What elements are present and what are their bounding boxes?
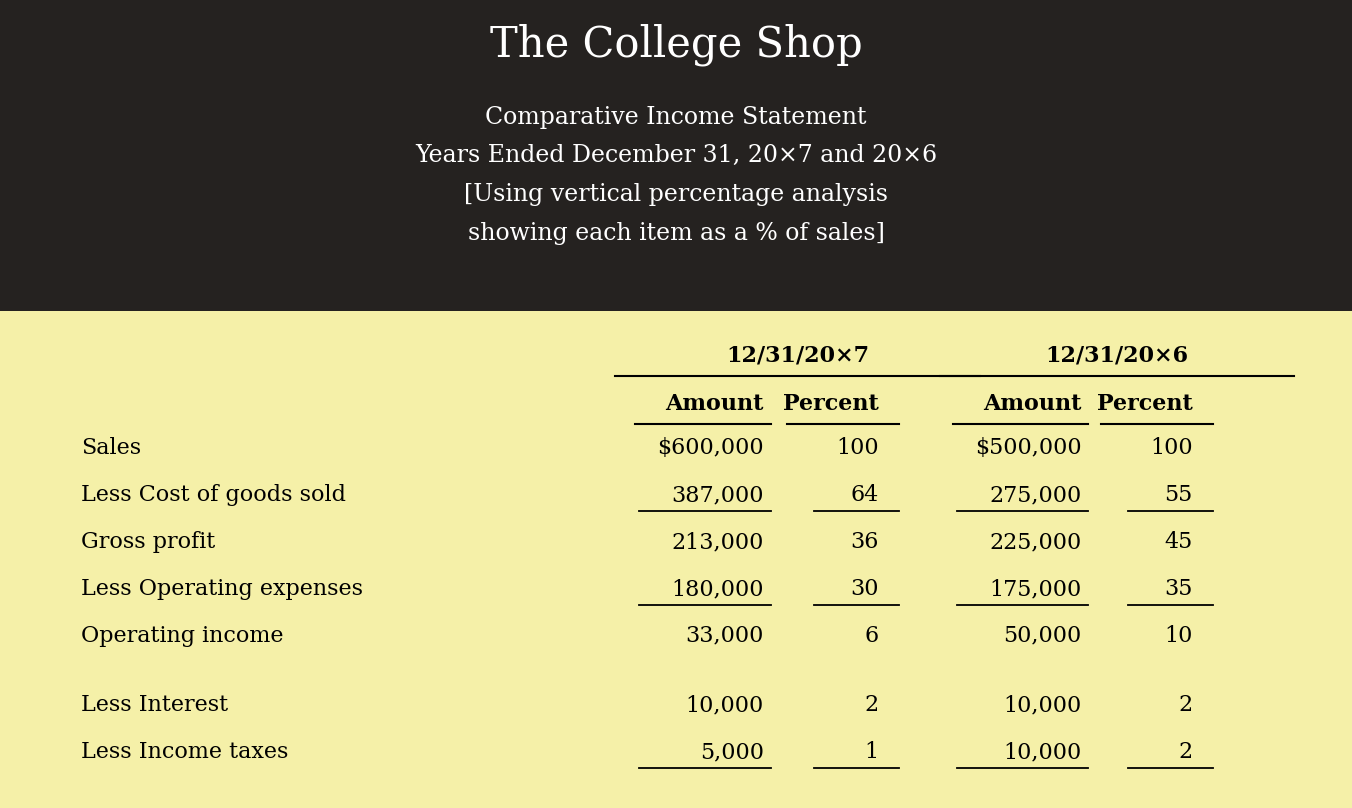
Text: 6: 6 xyxy=(865,625,879,647)
Text: Less Income taxes: Less Income taxes xyxy=(81,741,288,764)
Text: Years Ended December 31, 20×7 and 20×6: Years Ended December 31, 20×7 and 20×6 xyxy=(415,145,937,167)
Text: 55: 55 xyxy=(1164,484,1192,507)
Text: 180,000: 180,000 xyxy=(672,578,764,600)
Text: showing each item as a % of sales]: showing each item as a % of sales] xyxy=(468,222,884,245)
Text: 10,000: 10,000 xyxy=(685,694,764,717)
Text: 30: 30 xyxy=(850,578,879,600)
Text: 5,000: 5,000 xyxy=(700,741,764,764)
Text: Operating income: Operating income xyxy=(81,625,284,647)
Text: 213,000: 213,000 xyxy=(672,531,764,553)
Text: $500,000: $500,000 xyxy=(975,437,1082,460)
Text: 387,000: 387,000 xyxy=(672,484,764,507)
Text: 2: 2 xyxy=(1179,694,1192,717)
Text: Less Interest: Less Interest xyxy=(81,694,228,717)
Text: 2: 2 xyxy=(1179,741,1192,764)
Text: Less Cost of goods sold: Less Cost of goods sold xyxy=(81,484,346,507)
Text: Percent: Percent xyxy=(783,393,879,415)
Text: 36: 36 xyxy=(850,531,879,553)
Text: 64: 64 xyxy=(850,484,879,507)
Text: 175,000: 175,000 xyxy=(990,578,1082,600)
Text: Percent: Percent xyxy=(1096,393,1192,415)
Bar xyxy=(0,311,1352,808)
Text: 10,000: 10,000 xyxy=(1003,694,1082,717)
Text: 12/31/20×7: 12/31/20×7 xyxy=(726,344,869,367)
Text: 225,000: 225,000 xyxy=(990,531,1082,553)
Text: 12/31/20×6: 12/31/20×6 xyxy=(1045,344,1188,367)
Text: 10,000: 10,000 xyxy=(1003,741,1082,764)
Text: Amount: Amount xyxy=(665,393,764,415)
Text: 50,000: 50,000 xyxy=(1003,625,1082,647)
Text: 100: 100 xyxy=(836,437,879,460)
Text: 275,000: 275,000 xyxy=(990,484,1082,507)
Text: Comparative Income Statement: Comparative Income Statement xyxy=(485,106,867,128)
Text: 1: 1 xyxy=(865,741,879,764)
Text: The College Shop: The College Shop xyxy=(489,23,863,65)
Text: Sales: Sales xyxy=(81,437,141,460)
Text: 35: 35 xyxy=(1164,578,1192,600)
Text: 10: 10 xyxy=(1164,625,1192,647)
Text: 100: 100 xyxy=(1149,437,1192,460)
Text: 45: 45 xyxy=(1164,531,1192,553)
Text: 2: 2 xyxy=(865,694,879,717)
Text: [Using vertical percentage analysis: [Using vertical percentage analysis xyxy=(464,183,888,206)
Text: Less Operating expenses: Less Operating expenses xyxy=(81,578,364,600)
Text: 33,000: 33,000 xyxy=(685,625,764,647)
Bar xyxy=(0,0,1352,311)
Text: Gross profit: Gross profit xyxy=(81,531,215,553)
Text: Amount: Amount xyxy=(983,393,1082,415)
Text: $600,000: $600,000 xyxy=(657,437,764,460)
